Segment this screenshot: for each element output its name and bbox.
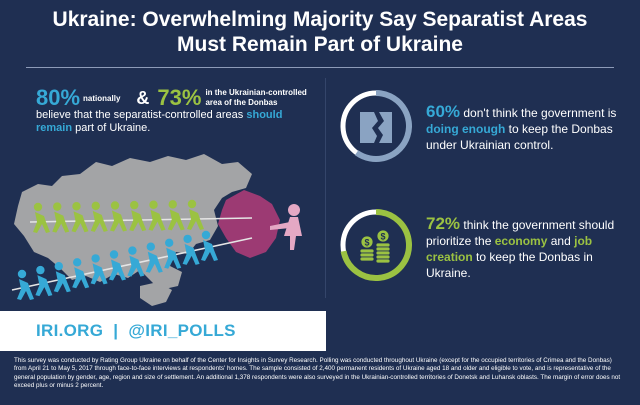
dollar-sign-left: $ (364, 238, 369, 248)
blue-figure-9 (164, 238, 182, 269)
believe-statement: believe that the separatist-controlled a… (36, 109, 286, 135)
blue-figure-4 (72, 258, 90, 289)
map-svg (11, 154, 302, 306)
headline-stats: 80% nationally & 73% in the Ukrainian-co… (36, 83, 325, 113)
broken-paper-icon-right (378, 112, 392, 143)
blue-figures-group (17, 230, 218, 300)
crimea-shape (140, 282, 172, 306)
believe-highlight: should remain (36, 109, 283, 134)
stat-economy-text: 72% think the government should prioriti… (426, 214, 626, 281)
economy-and: and (550, 234, 571, 248)
footer-separator: | (113, 321, 119, 340)
title-line-2: Must Remain Part of Ukraine (177, 33, 463, 56)
blue-figure-7 (127, 246, 145, 277)
blue-figure-1 (17, 269, 34, 300)
blue-figure-5 (90, 254, 108, 285)
blue-figure-2 (35, 265, 53, 297)
government-text-post: to keep the Donbas under Ukrainian contr… (426, 122, 613, 152)
methodology-note: This survey was conducted by Rating Grou… (14, 357, 621, 390)
economy-percent: 72% (426, 214, 461, 233)
government-percent: 60% (426, 102, 461, 121)
green-figure-5 (110, 201, 127, 232)
blue-figure-3 (53, 262, 71, 293)
green-figure-7 (148, 200, 166, 231)
believe-pre: believe that the separatist-controlled a… (36, 109, 244, 121)
economy-text-pre: think the government should prioritize t… (426, 218, 615, 248)
national-label: nationally (83, 93, 121, 103)
green-figures-group (33, 199, 204, 233)
donbas-region-shape (218, 190, 280, 258)
economy-keyword: economy (494, 234, 548, 248)
green-figure-1 (33, 202, 50, 233)
green-figure-2 (52, 202, 70, 233)
ukraine-map-illustration (0, 140, 330, 315)
believe-post: part of Ukraine. (75, 122, 151, 134)
green-figure-8 (167, 200, 185, 231)
stat-government-text: 60% don't think the government is doing … (426, 102, 626, 153)
dollar-sign-right: $ (380, 232, 385, 242)
title-line-1: Ukraine: Overwhelming Majority Say Separ… (52, 8, 588, 31)
separatist-figure (270, 204, 302, 250)
broken-paper-icon (360, 112, 378, 143)
blue-figure-10 (182, 234, 200, 265)
government-text-pre: don't think the government is (463, 106, 617, 120)
vertical-divider (325, 78, 326, 298)
blue-figure-8 (145, 242, 163, 273)
green-figure-9 (187, 199, 204, 230)
green-figure-6 (129, 200, 147, 232)
stat-government-ring (338, 88, 414, 169)
ampersand: & (136, 87, 150, 108)
government-highlight: doing enough (426, 122, 506, 136)
title-divider (26, 67, 614, 68)
government-ring-arc (354, 90, 412, 162)
national-percent: 80% (36, 85, 81, 110)
blue-figure-6 (109, 250, 126, 281)
economy-ring-svg: $ $ (340, 209, 412, 281)
page-title: Ukraine: Overwhelming Majority Say Separ… (0, 7, 640, 57)
green-figure-4 (90, 201, 108, 232)
site-link[interactable]: IRI.ORG (36, 321, 104, 340)
economy-ring-arc (340, 209, 412, 281)
footer-links: IRI.ORG | @IRI_POLLS (0, 311, 326, 351)
coin-stack-icon (359, 229, 391, 264)
donbas-percent: 73% (157, 85, 202, 110)
donbas-label: in the Ukrainian-controlled area of the … (205, 88, 307, 107)
government-ring-svg (340, 90, 412, 162)
stat-economy-ring: $ $ (338, 207, 414, 288)
green-figure-3 (71, 202, 89, 233)
economy-text-post: to keep the Donbas in Ukraine. (426, 250, 593, 280)
blue-figure-11 (201, 230, 218, 261)
twitter-handle-link[interactable]: @IRI_POLLS (128, 321, 236, 340)
jobs-keyword: job creation (426, 234, 593, 264)
